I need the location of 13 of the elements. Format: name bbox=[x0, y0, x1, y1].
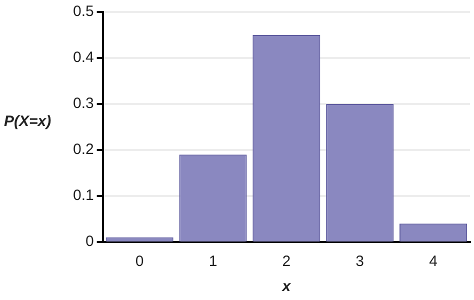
x-tick-label: 2 bbox=[282, 253, 291, 270]
y-tick-label: 0.1 bbox=[72, 187, 94, 204]
y-axis-title: P(X=x) bbox=[4, 113, 52, 130]
x-tick-label: 4 bbox=[429, 253, 438, 270]
x-tick-label: 0 bbox=[135, 253, 144, 270]
y-tick-label: 0.2 bbox=[72, 141, 94, 158]
y-tick-label: 0.3 bbox=[72, 95, 94, 112]
x-tick-label: 3 bbox=[356, 253, 364, 270]
y-tick-label: 0.4 bbox=[72, 49, 94, 66]
x-tick-label: 1 bbox=[208, 253, 218, 270]
x-axis-title: x bbox=[281, 278, 292, 296]
y-tick-label: 0 bbox=[86, 233, 94, 250]
y-tick-label: 0.5 bbox=[72, 3, 94, 20]
